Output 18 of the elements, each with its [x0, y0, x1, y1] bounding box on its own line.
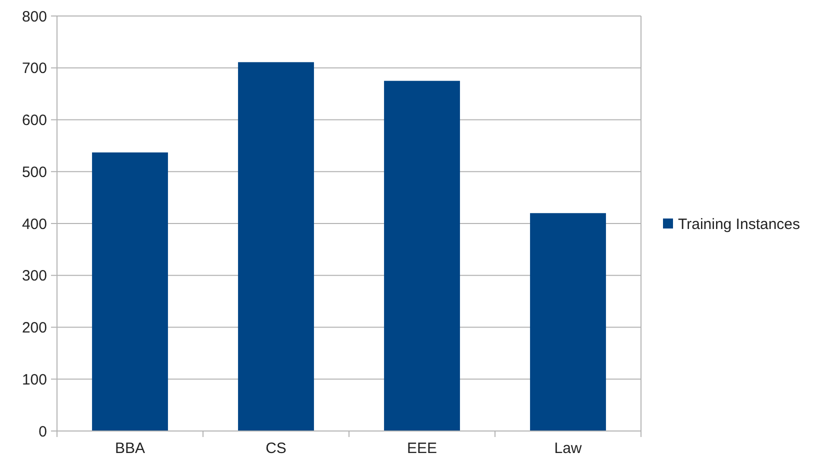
bar: [530, 213, 606, 431]
bar: [92, 152, 168, 431]
x-tick-label: EEE: [406, 440, 438, 457]
y-tick-label: 700: [22, 60, 47, 78]
y-tick-label: 100: [22, 371, 47, 388]
y-tick-label: 400: [22, 216, 47, 233]
x-tick-label: Law: [554, 440, 582, 457]
y-tick-label: 300: [22, 268, 47, 285]
y-tick-label: 500: [22, 164, 47, 181]
x-tick-label: BBA: [114, 440, 146, 457]
y-tick-label: 600: [22, 112, 47, 129]
y-tick-label: 200: [22, 320, 47, 336]
y-tick-label: 0: [38, 423, 47, 440]
x-tick-label: CS: [266, 440, 286, 457]
y-tick-label: 800: [22, 8, 47, 26]
bar: [238, 62, 314, 431]
bar: [384, 80, 460, 431]
legend-label: Training Instances: [678, 216, 800, 233]
